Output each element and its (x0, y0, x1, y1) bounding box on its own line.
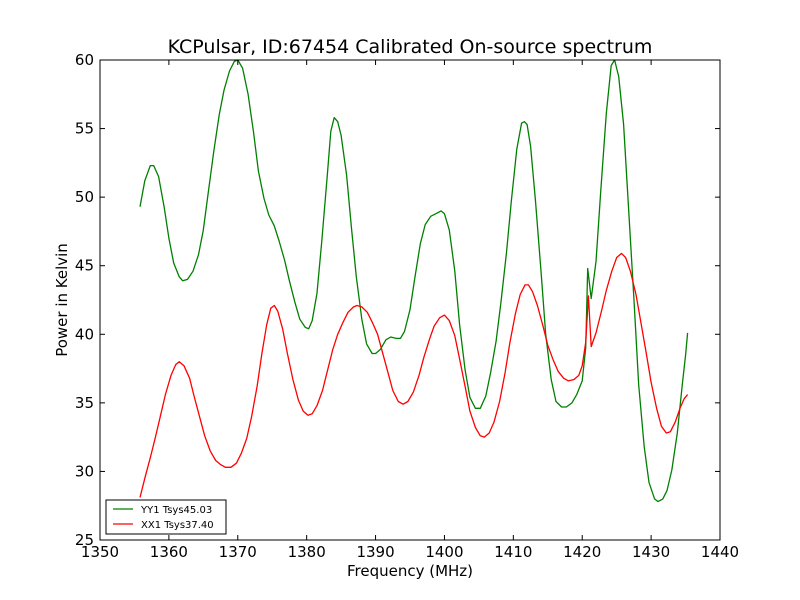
x-tick-label: 1440 (701, 543, 739, 561)
series-line-xx1 (139, 252, 689, 498)
x-tick-label: 1430 (632, 543, 670, 561)
plot-frame (99, 59, 721, 541)
chart-title: KCPulsar, ID:67454 Calibrated On-source … (168, 36, 653, 58)
x-axis: 1350 1360 1370 1380 1390 1400 1410 1420 1430 1440 (81, 60, 739, 561)
y-tick-label: 30 (75, 462, 94, 480)
series-line-yy1 (139, 59, 689, 503)
x-tick-label: 1400 (425, 543, 463, 561)
legend: YY1 Tsys45.03 XX1 Tsys37.40 (105, 499, 227, 535)
x-tick-label: 1390 (356, 543, 394, 561)
x-tick-label: 1350 (81, 543, 119, 561)
y-tick-label: 25 (75, 531, 94, 549)
x-tick-label: 1410 (494, 543, 532, 561)
x-axis-label: Frequency (MHz) (347, 562, 473, 580)
x-tick-label: 1370 (219, 543, 257, 561)
y-axis: 25 30 35 40 45 50 55 60 (75, 51, 720, 549)
y-tick-label: 60 (75, 51, 94, 69)
plot-area (139, 59, 689, 503)
y-tick-label: 50 (75, 188, 94, 206)
y-tick-label: 40 (75, 325, 94, 343)
y-tick-label: 45 (75, 257, 94, 275)
x-tick-label: 1380 (288, 543, 326, 561)
x-tick-label: 1360 (150, 543, 188, 561)
legend-label-yy1: YY1 Tsys45.03 (140, 505, 212, 516)
y-axis-label: Power in Kelvin (53, 243, 71, 357)
legend-label-xx1: XX1 Tsys37.40 (141, 520, 214, 531)
y-tick-label: 55 (75, 120, 94, 138)
legend-box (105, 499, 227, 535)
y-tick-label: 35 (75, 394, 94, 412)
x-tick-label: 1420 (563, 543, 601, 561)
